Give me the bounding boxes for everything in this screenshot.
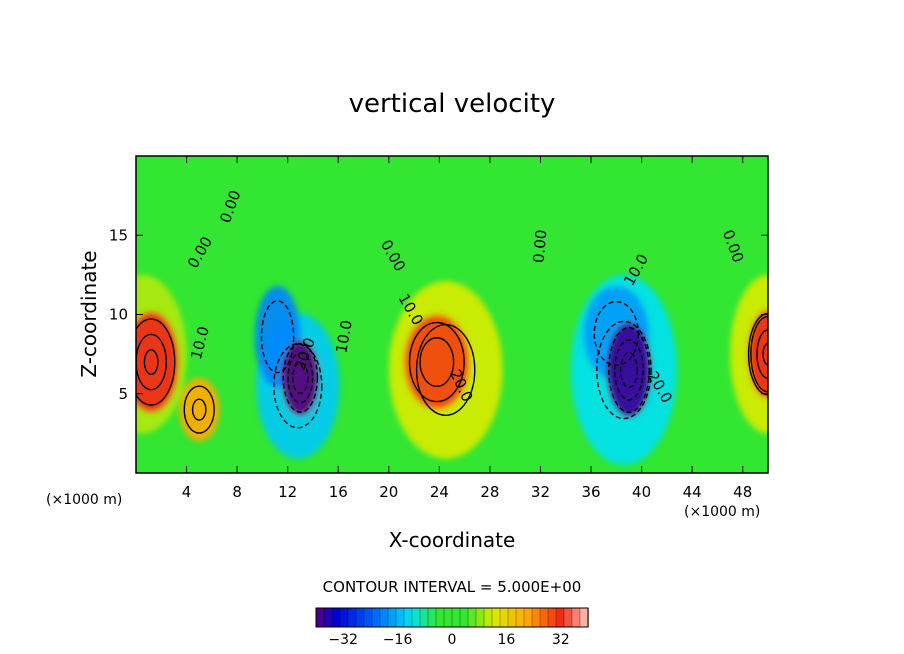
- x-tick-label: 44: [683, 483, 702, 501]
- contour-line: [408, 321, 465, 403]
- colorbar-cell: [451, 607, 461, 628]
- y-tick-label: 5: [118, 385, 128, 403]
- contour-line: [608, 327, 650, 413]
- x-tick-label: 40: [632, 483, 651, 501]
- field-cell: [403, 314, 470, 410]
- colorbar-cell: [355, 607, 365, 628]
- colorbar-cell: [379, 607, 389, 628]
- x-tick-label: 8: [232, 483, 242, 501]
- y-tick-label: 10: [109, 306, 128, 324]
- colorbar-cell: [467, 607, 477, 628]
- x-tick-label: 20: [379, 483, 398, 501]
- field-cell: [178, 377, 220, 442]
- field-cell: [281, 339, 320, 416]
- colorbar-cell: [491, 607, 501, 628]
- x-tick-label: 24: [430, 483, 449, 501]
- colorbar-cell: [435, 607, 445, 628]
- colorbar-cell: [323, 607, 333, 628]
- x-tick-label: 4: [182, 483, 192, 501]
- contour-line: [136, 318, 176, 406]
- chart-title: vertical velocity: [349, 89, 556, 119]
- contour-line: [419, 337, 455, 388]
- contour-line: [260, 300, 295, 374]
- colorbar-cell: [395, 607, 405, 628]
- colorbar-cell: [539, 607, 549, 628]
- field-cells: [136, 274, 768, 466]
- colorbar-cell: [363, 607, 373, 628]
- plot-area: [136, 156, 768, 473]
- contour-label: 10.0: [332, 319, 356, 355]
- contour-line: [613, 339, 644, 401]
- contour-line: [183, 385, 215, 434]
- colorbar-cell: [347, 607, 357, 628]
- colorbar-cell: [499, 607, 509, 628]
- contour-line: [143, 349, 159, 376]
- colorbar-cell: [571, 607, 581, 628]
- x-tick-label: 28: [480, 483, 499, 501]
- colorbar-cell: [331, 607, 341, 628]
- x-tick-label: 48: [733, 483, 752, 501]
- colorbar-cell: [315, 607, 325, 628]
- contour-line: [292, 361, 309, 394]
- colorbar-cell: [563, 607, 573, 628]
- colorbar-tick-label: 0: [448, 632, 457, 648]
- contour-line: [273, 343, 323, 429]
- colorbar-cells: [315, 607, 589, 628]
- colorbar-cell: [443, 607, 453, 628]
- colorbar-tick-label: 16: [497, 632, 515, 648]
- contour-interval-label: CONTOUR INTERVAL = 5.000E+00: [323, 578, 582, 596]
- y-tick-label: 15: [109, 226, 128, 244]
- colorbar-tick-label: −16: [383, 632, 413, 648]
- contour-line: [593, 300, 640, 367]
- colorbar-frame: [315, 607, 589, 628]
- colorbar-cell: [411, 607, 421, 628]
- x-tick-label: 36: [581, 483, 600, 501]
- y-axis-ticks: 5 10 15: [109, 226, 768, 403]
- x-axis-label: X-coordinate: [389, 528, 516, 552]
- colorbar-cell: [579, 607, 589, 628]
- x-units-label-right: (×1000 m): [684, 504, 760, 520]
- colorbar-cell: [427, 607, 437, 628]
- x-axis-ticks: 4 8 12 16 20 24 28 32 36 40 44 48: [182, 156, 752, 501]
- colorbar-cell: [339, 607, 349, 628]
- x-tick-label: 16: [329, 483, 348, 501]
- y-axis-label: Z-coordinate: [77, 250, 101, 377]
- colorbar-cell: [403, 607, 413, 628]
- colorbar-cell: [387, 607, 397, 628]
- colorbar-cell: [419, 607, 429, 628]
- colorbar-cell: [531, 607, 541, 628]
- contour-line: [415, 323, 476, 417]
- colorbar-cell: [507, 607, 517, 628]
- contour-line: [619, 351, 638, 389]
- contour-line: [596, 320, 652, 420]
- colorbar: −32 −16 0 16 32: [315, 607, 589, 648]
- colorbar-cell: [523, 607, 533, 628]
- field-cell: [136, 311, 179, 413]
- colorbar-cell: [459, 607, 469, 628]
- colorbar-cell: [515, 607, 525, 628]
- x-tick-label: 12: [278, 483, 297, 501]
- x-units-label-left: (×1000 m): [46, 492, 122, 508]
- colorbar-tick-label: 32: [552, 632, 570, 648]
- contour-line: [191, 398, 207, 421]
- colorbar-cell: [555, 607, 565, 628]
- colorbar-cell: [483, 607, 493, 628]
- contour-label: 0.00: [530, 229, 551, 264]
- colorbar-tick-label: −32: [328, 632, 358, 648]
- contour-line: [287, 352, 314, 404]
- colorbar-cell: [371, 607, 381, 628]
- colorbar-cell: [547, 607, 557, 628]
- colorbar-cell: [475, 607, 485, 628]
- x-tick-label: 32: [531, 483, 550, 501]
- field-cell: [606, 322, 652, 418]
- colorbar-ticks: −32 −16 0 16 32: [328, 632, 569, 648]
